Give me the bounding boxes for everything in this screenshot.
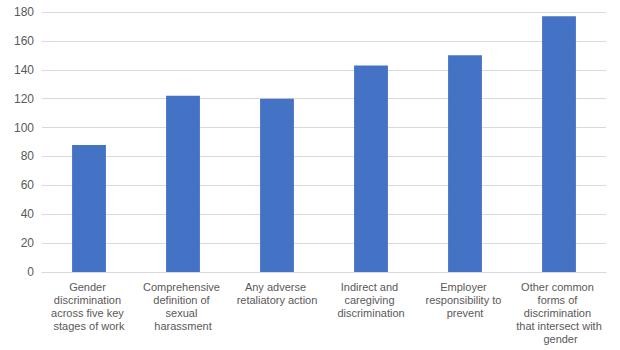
svg-text:80: 80 xyxy=(21,149,35,163)
svg-text:100: 100 xyxy=(14,121,34,135)
svg-text:Comprehensive: Comprehensive xyxy=(143,281,223,293)
svg-text:Other common: Other common xyxy=(521,281,597,293)
svg-text:prevent: prevent xyxy=(447,307,484,319)
svg-text:caregiving: caregiving xyxy=(344,294,397,306)
svg-text:discrimination: discrimination xyxy=(524,307,594,319)
svg-text:20: 20 xyxy=(21,236,35,250)
svg-text:140: 140 xyxy=(14,63,34,77)
svg-text:Employer: Employer xyxy=(440,281,490,293)
svg-text:sexual: sexual xyxy=(166,307,201,319)
svg-text:stages of work: stages of work xyxy=(54,320,125,332)
svg-text:harassment: harassment xyxy=(154,320,211,332)
svg-text:Indirect and: Indirect and xyxy=(341,281,402,293)
svg-text:forms of: forms of xyxy=(538,294,581,306)
svg-text:discrimination: discrimination xyxy=(54,294,124,306)
svg-text:that intersect with: that intersect with xyxy=(516,320,602,332)
svg-text:gender: gender xyxy=(540,333,578,345)
svg-text:40: 40 xyxy=(21,207,35,221)
svg-text:180: 180 xyxy=(14,5,34,19)
svg-text:120: 120 xyxy=(14,92,34,106)
svg-text:discrimination: discrimination xyxy=(337,307,404,319)
svg-text:across five key: across five key xyxy=(51,307,127,319)
svg-text:responsibility to: responsibility to xyxy=(426,294,505,306)
svg-text:60: 60 xyxy=(21,178,35,192)
svg-text:0: 0 xyxy=(27,265,34,279)
svg-text:Any adverse: Any adverse xyxy=(245,281,309,293)
svg-text:retaliatory action: retaliatory action xyxy=(237,294,318,306)
svg-text:160: 160 xyxy=(14,34,34,48)
svg-text:Gender: Gender xyxy=(69,281,109,293)
svg-text:definition of: definition of xyxy=(153,294,212,306)
